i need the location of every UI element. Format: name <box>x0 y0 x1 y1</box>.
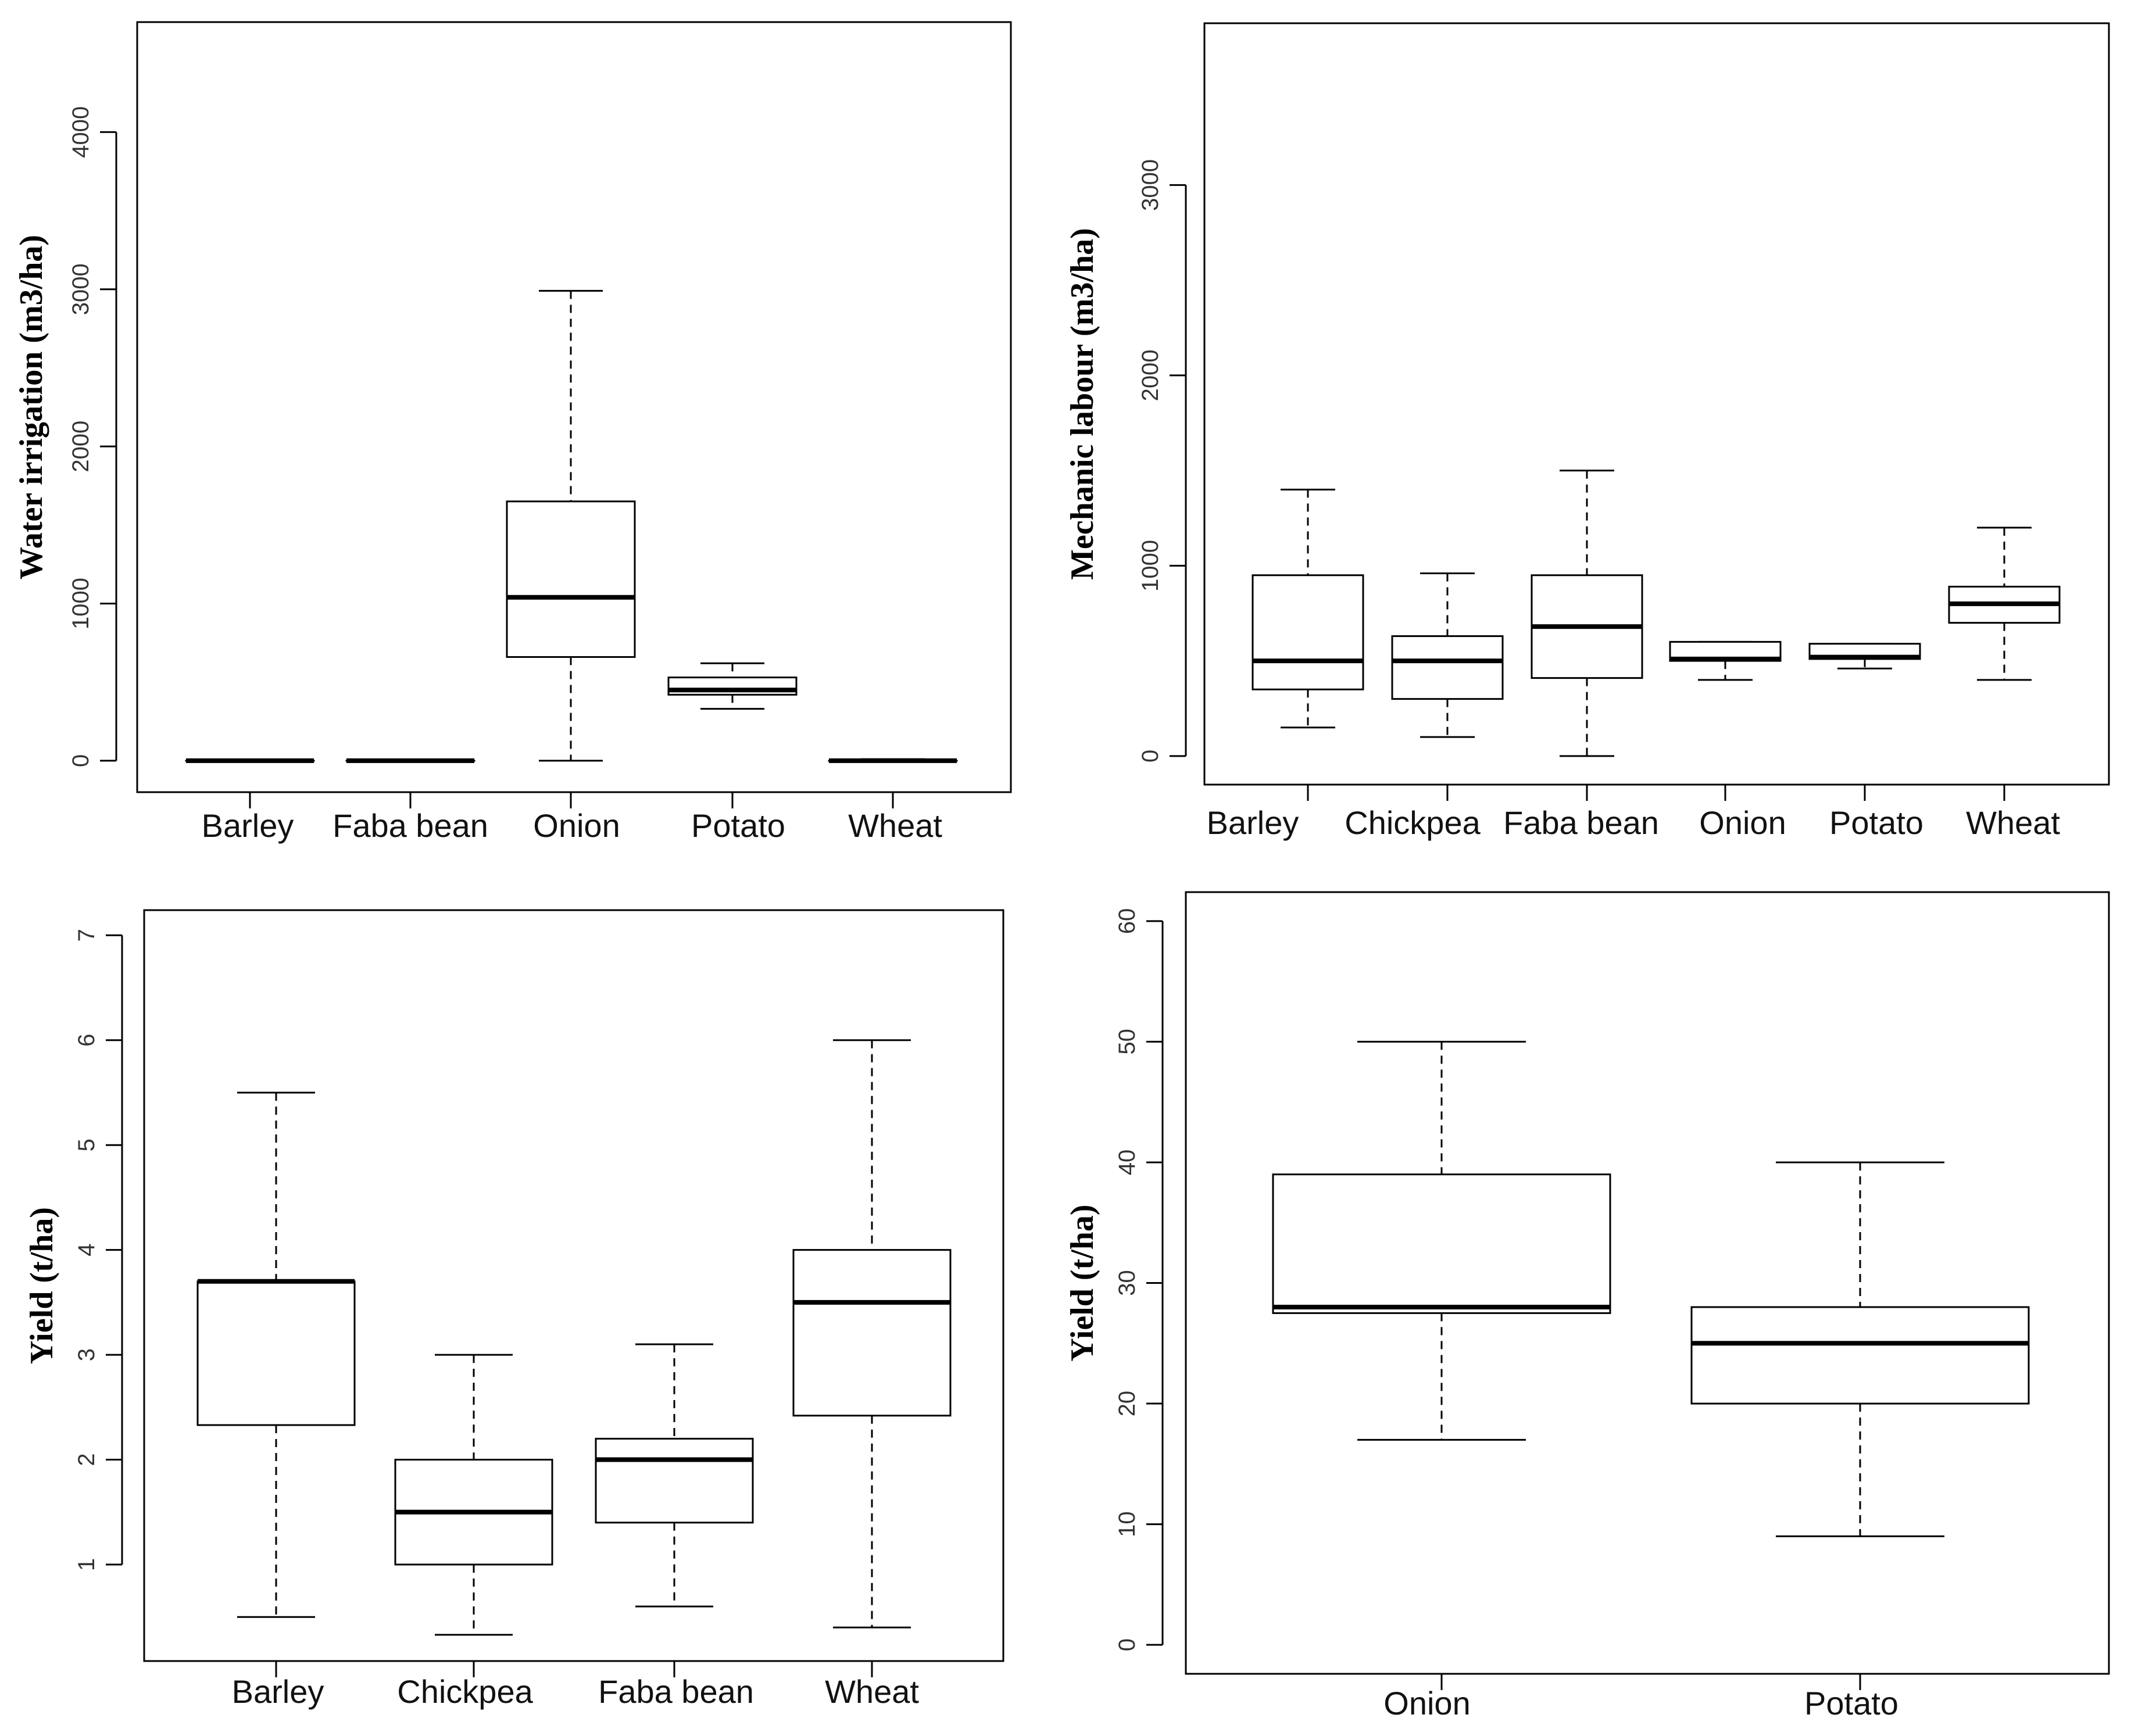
panel-yield-onion-potato: 0 10 20 30 40 50 60 Yield (t/ha) Onion Potato <box>1064 891 2110 1721</box>
box-chickpea: Chickpea <box>394 1354 553 1710</box>
y-axis-title: Water irrigation (m3/ha) <box>13 235 49 579</box>
x-category-label: Potato <box>1829 804 1923 841</box>
y-tick-label: 5 <box>74 1139 99 1151</box>
plot-frame <box>136 21 1012 793</box>
y-tick-label: 3000 <box>68 263 94 315</box>
iqr-box <box>595 1437 754 1524</box>
iqr-box <box>1272 1173 1611 1314</box>
box-faba-bean: Faba bean <box>332 758 488 844</box>
y-tick-label: 20 <box>1114 1391 1140 1417</box>
iqr-box <box>506 500 636 658</box>
panel-mechanic-labour: 0 1000 2000 3000 Mechanic labour (m3/ha) Barl… <box>1064 22 2110 841</box>
y-axis-title: Yield (t/ha) <box>1064 1204 1100 1361</box>
box-wheat: Wheat <box>828 758 958 844</box>
box-barley: Barley <box>1207 488 1364 841</box>
x-category-label: Wheat <box>1966 804 2060 841</box>
box-potato: Potato <box>1808 643 1923 841</box>
y-tick-label: 0 <box>1114 1638 1140 1651</box>
x-category-label: Onion <box>1699 804 1786 841</box>
iqr-box <box>792 1249 952 1417</box>
y-tick-label: 3000 <box>1138 159 1163 211</box>
box-onion: Onion <box>1272 1040 1611 1721</box>
y-tick-label: 2000 <box>68 421 94 473</box>
x-category-label: Onion <box>1383 1685 1470 1721</box>
y-tick-label: 50 <box>1114 1029 1140 1055</box>
y-tick-label: 2000 <box>1138 349 1163 401</box>
box-chickpea: Chickpea <box>1345 572 1504 841</box>
iqr-box <box>1252 574 1364 690</box>
box-faba-bean: Faba bean <box>595 1343 754 1710</box>
y-tick-label: 0 <box>68 754 94 767</box>
y-axis-title: Mechanic labour (m3/ha) <box>1064 228 1100 580</box>
iqr-box <box>1690 1306 2030 1405</box>
box-barley: Barley <box>196 1091 356 1710</box>
y-tick-label: 4 <box>74 1244 99 1257</box>
y-tick-label: 1000 <box>1138 540 1163 592</box>
box-wheat: Wheat <box>792 1039 952 1710</box>
x-category-label: Chickpea <box>1345 804 1481 841</box>
x-category-label: Barley <box>1207 804 1299 841</box>
box-faba-bean: Faba bean <box>1503 470 1659 841</box>
panel-yield-cereals-legumes: 1 2 3 4 5 6 7 Yield (t/ha) Barley Chickpea Faba be… <box>24 909 1004 1710</box>
y-tick-label: 10 <box>1114 1511 1140 1537</box>
box-potato: Potato <box>667 662 798 844</box>
x-category-label: Faba bean <box>598 1673 754 1710</box>
box-onion: Onion <box>506 289 636 844</box>
y-tick-label: 40 <box>1114 1150 1140 1176</box>
x-category-label: Potato <box>1804 1685 1898 1721</box>
y-tick-label: 30 <box>1114 1270 1140 1296</box>
y-tick-label: 60 <box>1114 908 1140 935</box>
y-tick-label: 0 <box>1138 750 1163 763</box>
y-axis-title: Yield (t/ha) <box>24 1207 60 1364</box>
box-onion: Onion <box>1669 640 1786 841</box>
y-tick-label: 1 <box>74 1558 99 1571</box>
box-wheat: Wheat <box>1948 527 2061 841</box>
y-tick-label: 3 <box>74 1348 99 1361</box>
x-category-label: Barley <box>202 807 294 844</box>
x-category-label: Faba bean <box>332 807 488 844</box>
x-category-label: Barley <box>232 1673 324 1710</box>
y-tick-label: 2 <box>74 1453 99 1466</box>
box-barley: Barley <box>185 758 315 844</box>
iqr-box <box>196 1280 356 1426</box>
x-category-label: Faba bean <box>1503 804 1659 841</box>
x-category-label: Wheat <box>825 1673 919 1710</box>
iqr-box <box>1391 635 1504 700</box>
y-tick-label: 6 <box>74 1034 99 1047</box>
x-category-label: Onion <box>533 807 620 844</box>
x-category-label: Potato <box>691 807 785 844</box>
panel-water-irrigation: 0 1000 2000 3000 4000 Water irrigation (m3/ha… <box>13 21 1012 844</box>
box-potato: Potato <box>1690 1161 2030 1721</box>
y-tick-label: 4000 <box>68 106 94 158</box>
y-tick-label: 1000 <box>68 578 94 629</box>
y-tick-label: 7 <box>74 929 99 942</box>
x-category-label: Chickpea <box>397 1673 533 1710</box>
x-category-label: Wheat <box>848 807 942 844</box>
